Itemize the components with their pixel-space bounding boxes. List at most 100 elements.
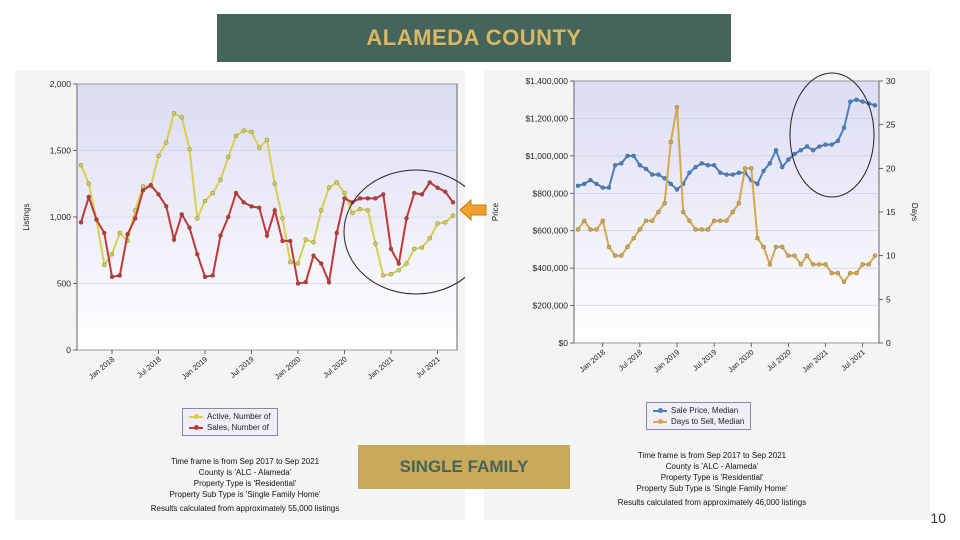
data-point: [767, 161, 772, 166]
data-point: [233, 190, 239, 196]
listings-chart: 0 500 1,000 1,500 2,000 Listings Jan 2018 Jul 2…: [22, 79, 465, 381]
price-days-notes: Time frame is from Sep 2017 to Sep 2021 …: [582, 450, 842, 508]
data-point: [786, 157, 791, 162]
data-point: [810, 148, 816, 153]
highlight-ellipse: [789, 72, 875, 198]
data-point: [668, 181, 673, 187]
y2-axis-label: Days: [910, 203, 919, 221]
data-point: [693, 164, 698, 170]
data-point: [817, 262, 822, 267]
data-point: [643, 218, 649, 223]
y-tick-label: 500: [57, 279, 71, 289]
x-tick-label: Jul 2019: [691, 348, 719, 373]
data-point: [388, 272, 394, 277]
data-point: [257, 145, 262, 150]
data-point: [357, 196, 363, 201]
data-point: [326, 185, 332, 190]
data-point: [272, 208, 277, 213]
data-point: [280, 238, 285, 244]
property-type-badge: SINGLE FAMILY: [358, 445, 570, 489]
data-point: [381, 192, 386, 197]
data-point: [78, 162, 84, 168]
data-point: [109, 252, 115, 257]
data-point: [705, 227, 711, 232]
data-point: [625, 244, 630, 250]
data-point: [365, 196, 370, 201]
data-point: [404, 216, 409, 221]
data-point: [606, 185, 612, 190]
data-point: [780, 244, 785, 250]
data-point: [443, 220, 448, 225]
data-point: [373, 241, 378, 246]
data-point: [848, 270, 853, 276]
data-point: [334, 230, 339, 236]
legend-label: Sales, Number of: [207, 423, 269, 432]
data-point: [612, 253, 618, 258]
x-tick-label: Jul 2019: [228, 355, 256, 380]
data-point: [102, 230, 107, 236]
legend-item-sales: Sales, Number of: [189, 422, 271, 433]
data-point: [835, 138, 841, 144]
data-point: [761, 168, 766, 173]
data-point: [848, 99, 853, 104]
data-point: [264, 137, 270, 143]
data-point: [742, 166, 748, 171]
data-point: [718, 170, 723, 175]
data-point: [381, 273, 386, 278]
data-point: [829, 270, 834, 276]
note-line: Property Type is 'Residential': [193, 479, 297, 488]
data-point: [792, 151, 797, 157]
y-tick-label: $800,000: [533, 188, 569, 198]
data-point: [319, 261, 324, 266]
data-point: [187, 225, 192, 230]
data-point: [705, 163, 711, 168]
data-point: [210, 273, 215, 278]
note-line: Property Sub Type is 'Single Family Home…: [636, 484, 788, 493]
x-tick-label: Jan 2020: [726, 348, 755, 375]
data-point: [125, 232, 130, 237]
data-point: [755, 181, 760, 187]
y2-tick-label: 10: [886, 251, 896, 261]
y-tick-label: 0: [66, 345, 71, 355]
data-point: [699, 161, 704, 166]
data-point: [443, 189, 448, 194]
data-point: [656, 172, 661, 177]
data-point: [841, 279, 847, 285]
data-point: [435, 221, 440, 226]
legend-label: Sale Price, Median: [671, 406, 739, 415]
data-point: [798, 148, 803, 153]
x-tick-label: Jul 2020: [765, 348, 793, 373]
data-point: [303, 237, 308, 242]
page-number: 10: [930, 510, 946, 526]
data-point: [195, 216, 200, 221]
data-point: [582, 218, 587, 223]
data-point: [810, 262, 816, 267]
data-point: [179, 212, 184, 217]
data-point: [295, 281, 301, 286]
data-point: [637, 227, 643, 232]
x-tick-label: Jan 2021: [800, 348, 829, 375]
data-point: [249, 129, 254, 135]
note-line: County is 'ALC - Alameda': [198, 468, 292, 477]
data-point: [171, 111, 177, 116]
data-point: [311, 240, 316, 245]
data-point: [699, 227, 704, 232]
data-point: [650, 172, 655, 177]
data-point: [588, 227, 593, 232]
data-point: [396, 268, 401, 273]
data-point: [419, 245, 425, 250]
data-point: [419, 192, 425, 197]
data-point: [612, 163, 618, 168]
data-point: [295, 261, 301, 266]
data-point: [575, 227, 581, 232]
data-point: [288, 238, 293, 244]
data-point: [412, 190, 417, 196]
legend-item-active: Active, Number of: [189, 411, 271, 422]
data-point: [373, 196, 378, 201]
data-point: [342, 196, 347, 201]
data-point: [210, 190, 215, 196]
data-point: [829, 142, 834, 147]
data-point: [357, 206, 363, 212]
y-tick-label: 1,500: [50, 146, 72, 156]
data-point: [674, 105, 680, 110]
